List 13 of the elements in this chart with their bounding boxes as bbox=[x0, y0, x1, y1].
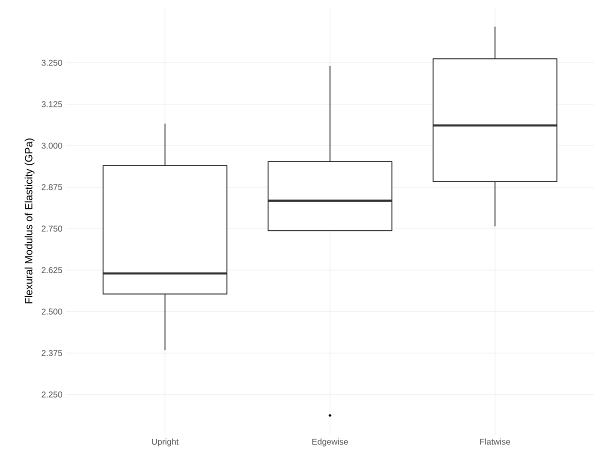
y-tick-label: 2.375 bbox=[42, 350, 62, 356]
y-axis-title: Flexural Modulus of Elasticity (GPa) bbox=[24, 138, 34, 304]
y-tick-label: 3.250 bbox=[42, 60, 62, 66]
y-tick-label: 2.500 bbox=[42, 308, 62, 315]
y-tick-label: 2.625 bbox=[42, 267, 62, 274]
y-tick-label: 3.000 bbox=[42, 142, 62, 149]
x-tick-label: Upright bbox=[152, 438, 179, 446]
y-tick-label: 2.875 bbox=[42, 184, 62, 190]
x-tick-label: Edgewise bbox=[312, 438, 348, 446]
y-tick-label: 2.750 bbox=[42, 226, 62, 232]
x-tick-label: Flatwise bbox=[480, 438, 510, 445]
y-tick-label: 3.125 bbox=[42, 101, 62, 108]
y-tick-label: 2.250 bbox=[42, 392, 62, 398]
